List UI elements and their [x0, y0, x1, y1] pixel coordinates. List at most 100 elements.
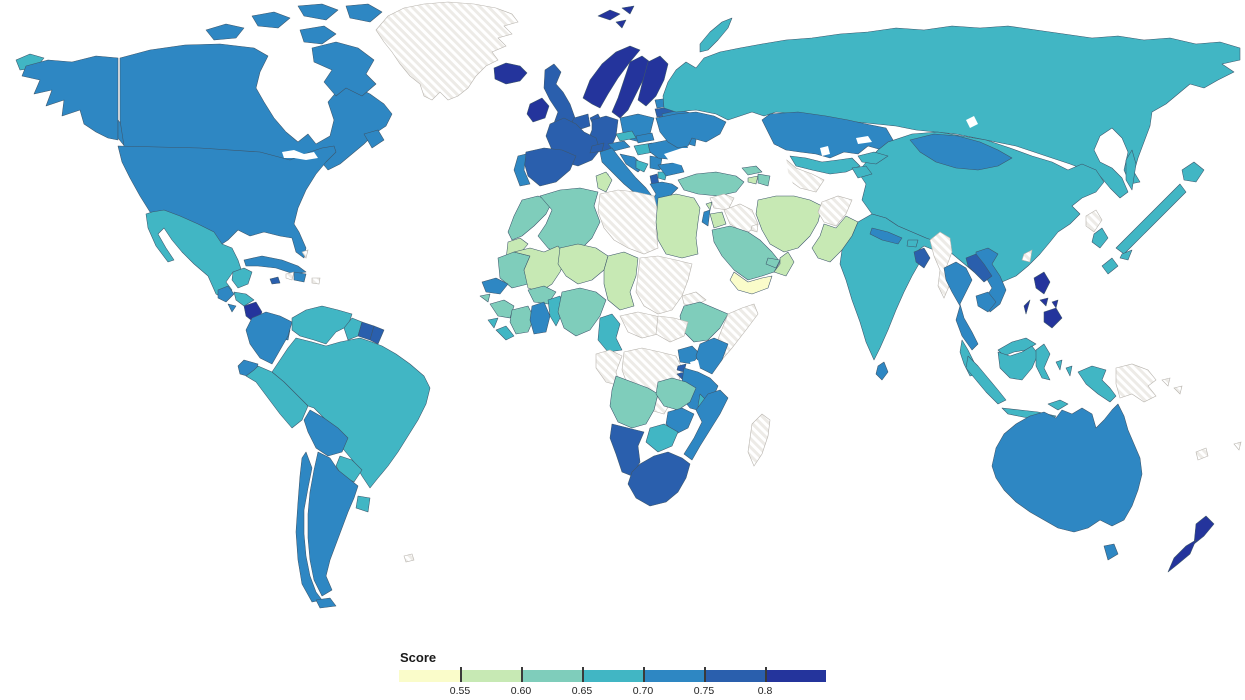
region-svalbard-2[interactable]	[621, 5, 635, 15]
country-argentina[interactable]	[307, 451, 359, 597]
country-indonesia-sulawesi[interactable]	[1035, 343, 1051, 381]
country-indonesia-moluccas-1[interactable]	[1055, 359, 1063, 371]
country-liberia[interactable]	[495, 325, 515, 341]
country-el-salvador[interactable]	[227, 303, 237, 313]
country-afghanistan[interactable]	[817, 195, 853, 227]
country-algeria[interactable]	[537, 187, 601, 259]
country-philippines-visayas-2[interactable]	[1051, 299, 1059, 309]
country-zambia[interactable]	[655, 377, 697, 411]
country-norway[interactable]	[582, 45, 641, 109]
country-japan-honshu[interactable]	[1115, 183, 1187, 255]
country-uzbekistan[interactable]	[789, 155, 861, 175]
country-jordan[interactable]	[709, 211, 727, 229]
country-thailand[interactable]	[943, 261, 979, 351]
country-bolivia[interactable]	[303, 409, 349, 457]
country-timor[interactable]	[1047, 399, 1069, 411]
country-russia[interactable]	[662, 25, 1241, 199]
country-iceland[interactable]	[493, 62, 528, 85]
country-japan-hokkaido[interactable]	[1181, 161, 1205, 183]
country-japan-shikoku[interactable]	[1119, 249, 1133, 261]
country-australia-tasmania[interactable]	[1103, 543, 1119, 561]
region-bahamas[interactable]	[301, 249, 309, 259]
country-colombia[interactable]	[245, 311, 293, 365]
country-mali[interactable]	[513, 245, 567, 293]
country-guinea[interactable]	[489, 299, 515, 319]
country-egypt[interactable]	[655, 193, 701, 259]
country-armenia[interactable]	[747, 175, 759, 185]
country-sri-lanka[interactable]	[875, 361, 889, 381]
region-french-guiana[interactable]	[369, 325, 385, 345]
country-indonesia-moluccas-2[interactable]	[1065, 365, 1073, 377]
region-taiwan[interactable]	[1021, 249, 1033, 263]
country-guatemala[interactable]	[217, 285, 235, 303]
country-syria[interactable]	[709, 193, 735, 211]
country-chile-tierra-del-fuego[interactable]	[315, 597, 337, 609]
country-philippines-luzon[interactable]	[1033, 271, 1051, 295]
country-nigeria[interactable]	[557, 287, 607, 337]
country-new-zealand-south[interactable]	[1167, 539, 1197, 573]
country-jamaica[interactable]	[269, 276, 281, 285]
country-zimbabwe[interactable]	[665, 407, 695, 435]
country-madagascar[interactable]	[747, 413, 771, 467]
country-guinea-bissau[interactable]	[479, 293, 491, 303]
country-philippines-mindanao[interactable]	[1043, 307, 1063, 329]
country-canada-island-3[interactable]	[297, 3, 339, 21]
country-india[interactable]	[839, 213, 939, 361]
country-sierra-leone[interactable]	[487, 317, 499, 329]
country-canada-baffin-island[interactable]	[311, 41, 377, 97]
country-botswana[interactable]	[645, 423, 679, 453]
region-solomon-2[interactable]	[1173, 385, 1183, 395]
country-slovakia[interactable]	[635, 132, 655, 144]
world-map[interactable]	[0, 0, 1245, 645]
country-yemen[interactable]	[729, 271, 773, 295]
country-kazakhstan[interactable]	[761, 111, 894, 159]
country-uae[interactable]	[765, 257, 781, 269]
country-sudan[interactable]	[635, 255, 693, 315]
country-uganda[interactable]	[677, 345, 701, 365]
country-georgia[interactable]	[741, 165, 763, 176]
country-libya[interactable]	[597, 189, 659, 255]
region-new-caledonia[interactable]	[1195, 447, 1209, 461]
country-dominican-republic[interactable]	[293, 271, 307, 283]
country-canada-island-4[interactable]	[299, 25, 337, 45]
country-kenya[interactable]	[695, 337, 729, 375]
country-haiti[interactable]	[285, 271, 295, 281]
country-finland[interactable]	[637, 55, 669, 107]
country-alaska[interactable]	[21, 55, 119, 141]
country-cuba[interactable]	[243, 255, 307, 275]
country-bulgaria[interactable]	[657, 161, 685, 177]
country-united-kingdom[interactable]	[543, 63, 576, 129]
country-portugal[interactable]	[513, 153, 531, 187]
country-ghana[interactable]	[529, 301, 551, 335]
country-ireland[interactable]	[526, 97, 550, 123]
country-philippines-palawan[interactable]	[1023, 299, 1031, 315]
country-sweden[interactable]	[611, 55, 651, 119]
country-cambodia[interactable]	[975, 291, 997, 313]
country-iran[interactable]	[755, 195, 823, 253]
country-cameroon[interactable]	[597, 313, 623, 353]
region-puerto-rico[interactable]	[311, 277, 321, 285]
country-tunisia[interactable]	[595, 171, 613, 193]
country-switzerland[interactable]	[589, 142, 605, 154]
country-russia-sakhalin[interactable]	[1125, 149, 1137, 191]
country-tajikistan[interactable]	[851, 165, 873, 179]
country-mexico-yucatan[interactable]	[231, 267, 253, 289]
country-azerbaijan[interactable]	[757, 173, 771, 187]
country-myanmar[interactable]	[929, 231, 953, 299]
country-japan-kyushu[interactable]	[1101, 257, 1119, 275]
country-uruguay[interactable]	[355, 495, 371, 513]
country-lebanon[interactable]	[705, 201, 713, 211]
country-ukraine[interactable]	[655, 111, 727, 149]
region-falkland-islands[interactable]	[403, 553, 415, 563]
country-mozambique[interactable]	[683, 389, 729, 461]
region-svalbard-1[interactable]	[597, 9, 621, 21]
country-israel[interactable]	[701, 209, 711, 227]
country-indonesia-papua[interactable]	[1077, 365, 1117, 403]
country-venezuela[interactable]	[291, 305, 353, 345]
region-svalbard-3[interactable]	[615, 19, 627, 29]
country-kyrgyzstan[interactable]	[857, 151, 889, 165]
country-canada-newfoundland[interactable]	[363, 129, 385, 149]
country-bosnia[interactable]	[635, 159, 649, 173]
country-papua-new-guinea[interactable]	[1115, 363, 1157, 403]
country-kuwait[interactable]	[750, 223, 759, 233]
